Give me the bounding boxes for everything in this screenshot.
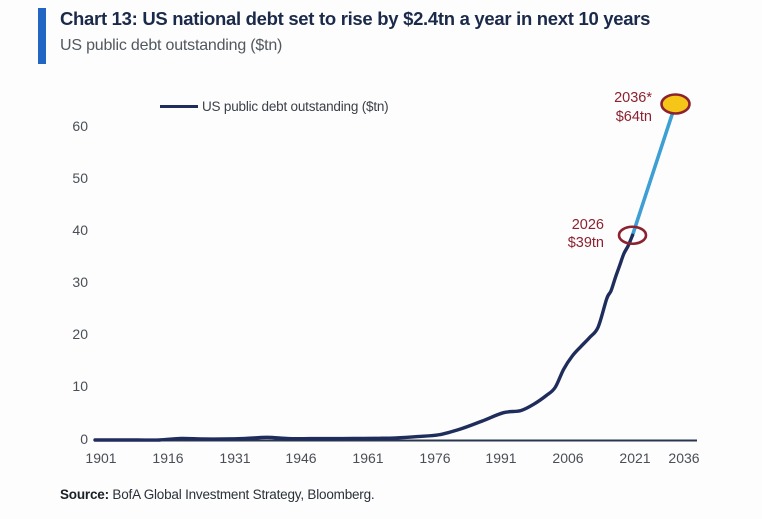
series-line-forecast [630, 102, 678, 238]
x-tick-label: 1976 [419, 450, 450, 466]
annotation-2026-year: 2026 [572, 217, 604, 233]
x-tick-label: 1916 [152, 450, 183, 466]
x-tick-label: 1946 [285, 450, 316, 466]
source-note: Source: BofA Global Investment Strategy,… [60, 487, 375, 502]
annotation-2036-value: $64tn [616, 109, 652, 125]
y-axis-tick-labels: 60 50 40 30 20 10 0 [72, 118, 88, 447]
series-line-historical [93, 233, 635, 442]
source-label: Source: [60, 487, 109, 502]
x-tick-label: 1931 [219, 450, 250, 466]
y-tick-label: 10 [72, 378, 88, 394]
annotation-2036: 2036* $64tn [614, 90, 652, 125]
y-tick-label: 30 [72, 274, 88, 290]
x-tick-label: 1901 [85, 450, 116, 466]
data-point-marker-2026 [617, 225, 648, 246]
source-text: BofA Global Investment Strategy, Bloombe… [108, 487, 375, 502]
y-tick-label: 50 [72, 170, 88, 186]
annotation-2026: 2026 $39tn [568, 217, 604, 251]
legend-swatch-icon [160, 104, 198, 109]
page-subtitle: US public debt outstanding ($tn) [60, 37, 283, 54]
x-axis-tick-labels: 1901 1916 1931 1946 1961 1976 1991 2006 … [85, 450, 699, 466]
y-tick-label: 60 [72, 118, 88, 134]
x-tick-label: 2036 [668, 450, 699, 466]
x-tick-label: 1961 [352, 450, 383, 466]
y-tick-label: 40 [72, 222, 88, 238]
x-tick-label: 1991 [485, 450, 516, 466]
annotation-2036-year: 2036* [614, 90, 652, 106]
x-tick-label: 2021 [619, 450, 650, 466]
legend-item-label: US public debt outstanding ($tn) [202, 99, 389, 114]
data-point-marker-2036 [660, 93, 691, 115]
annotation-2026-value: $39tn [568, 235, 604, 251]
y-tick-label: 0 [80, 431, 88, 447]
y-tick-label: 20 [72, 326, 88, 342]
page-title: Chart 13: US national debt set to rise b… [60, 8, 651, 29]
chart-legend: US public debt outstanding ($tn) [160, 99, 389, 114]
title-accent-bar [38, 8, 46, 64]
x-tick-label: 2006 [552, 450, 583, 466]
